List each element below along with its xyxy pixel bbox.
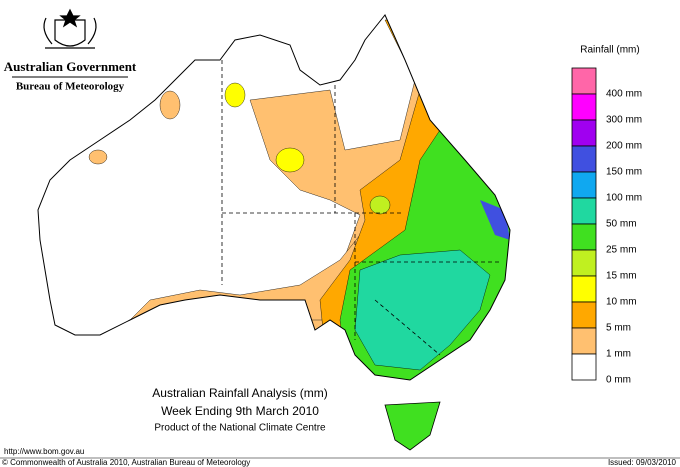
- legend-swatch: [571, 353, 597, 381]
- legend-swatch: [571, 171, 597, 199]
- legend-label: 5 mm: [606, 323, 631, 334]
- legend-swatch: [571, 275, 597, 303]
- bureau: Bureau of Meteorology: [16, 81, 125, 93]
- caption-credit: Product of the National Climate Centre: [154, 423, 326, 434]
- legend-swatch: [571, 197, 597, 225]
- url: http://www.bom.gov.au: [4, 447, 84, 456]
- legend-label: 200 mm: [606, 141, 642, 152]
- legend-label: 1 mm: [606, 349, 631, 360]
- crest: [43, 8, 97, 49]
- legend-swatch: [571, 249, 597, 277]
- caption-title: Australian Rainfall Analysis (mm): [152, 386, 327, 400]
- legend-label: 50 mm: [606, 219, 637, 230]
- government: Australian Government: [4, 59, 137, 74]
- legend-swatch: [571, 119, 597, 147]
- legend-swatch: [571, 223, 597, 251]
- legend-label: 400 mm: [606, 89, 642, 100]
- legend-swatch: [571, 301, 597, 329]
- legend-label: 300 mm: [606, 115, 642, 126]
- copyright: © Commonwealth of Australia 2010, Austra…: [2, 458, 250, 467]
- legend-label: 150 mm: [606, 167, 642, 178]
- legend-swatch: [571, 327, 597, 355]
- legend-label: 25 mm: [606, 245, 637, 256]
- legend: 400 mm 300 mm 200 mm 150 mm 100 mm 50 mm 25 mm…: [571, 67, 642, 386]
- legend-swatch: [571, 145, 597, 173]
- legend-label: 100 mm: [606, 193, 642, 204]
- legend-title: Rainfall (mm): [580, 45, 639, 56]
- caption-subtitle: Week Ending 9th March 2010: [161, 404, 319, 418]
- legend-label: 15 mm: [606, 271, 637, 282]
- legend-swatch: [571, 93, 597, 121]
- legend-swatch: [571, 67, 597, 95]
- legend-label: 0 mm: [606, 375, 631, 386]
- legend-label: 10 mm: [606, 297, 637, 308]
- issued: Issued: 09/03/2010: [608, 458, 677, 467]
